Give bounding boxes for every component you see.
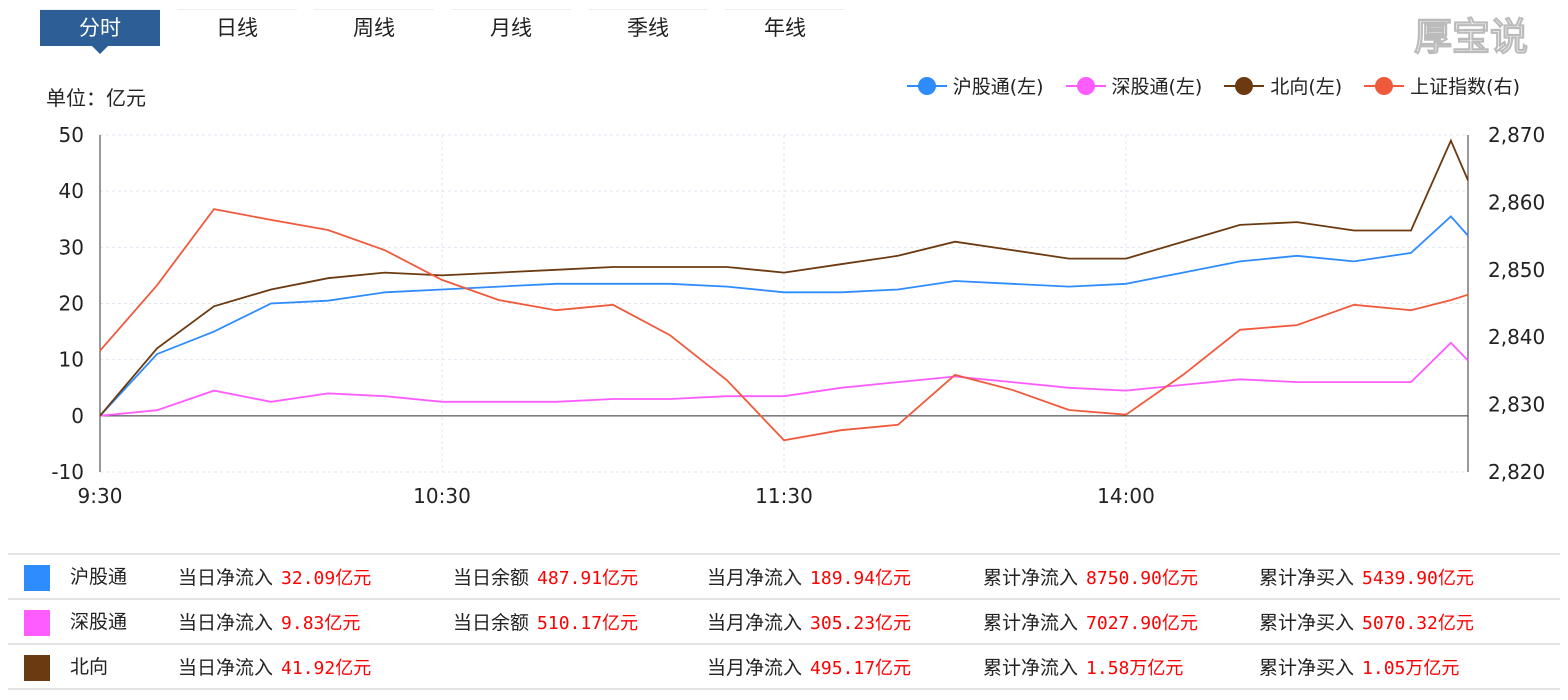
metric-value: 510.17亿元 (537, 613, 639, 634)
metric-value: 305.23亿元 (810, 613, 912, 634)
metric-value: 487.91亿元 (537, 568, 639, 589)
y-right-tick: 2,860 (1488, 190, 1545, 214)
metric-label: 当月净流入 (707, 657, 803, 679)
metric-value: 8750.90亿元 (1086, 568, 1198, 589)
tab-intraday[interactable]: 分时 (40, 9, 160, 54)
metric-label: 当日余额 (453, 612, 530, 634)
x-tick: 14:00 (1097, 484, 1155, 508)
tab-monthly[interactable]: 月线 (451, 9, 571, 46)
legend-marker-icon (1224, 76, 1265, 96)
color-swatch (24, 564, 50, 591)
metric-value: 7027.90亿元 (1086, 613, 1198, 634)
x-tick: 10:30 (413, 484, 471, 508)
legend-marker-icon (906, 76, 947, 96)
metric-label: 累计净买入 (1259, 657, 1355, 679)
table-row: 北向 当日净流入 41.92亿元 当月净流入 495.17亿元 累计净流入 1.58万亿元 累… (8, 643, 1560, 690)
series-line-深股通 (99, 341, 1469, 417)
y-left-tick: 0 (71, 404, 84, 428)
line-chart: -10 0 10 20 30 40 50 2,820 2,830 2,840 2,850 2,860 2… (51, 123, 1545, 508)
color-swatch (24, 654, 50, 681)
legend-label: 深股通(左) (1111, 76, 1203, 98)
metric-label: 当月净流入 (707, 567, 803, 589)
metric-label: 当日净流入 (178, 657, 274, 679)
series-line-北向 (99, 138, 1469, 417)
legend-item[interactable]: 北向(左) (1224, 72, 1342, 99)
watermark: 厚宝说 (1413, 15, 1528, 60)
metric-value: 495.17亿元 (810, 658, 912, 679)
y-left-tick: -10 (51, 460, 84, 484)
y-left-tick: 40 (59, 179, 84, 203)
chart-legend: 沪股通(左) 深股通(左) 北向(左) 上证指数(右) (906, 72, 1520, 99)
row-name: 北向 (70, 656, 109, 679)
legend-label: 北向(左) (1270, 76, 1343, 98)
y-left-tick: 20 (59, 292, 84, 316)
legend-marker-icon (1364, 76, 1405, 96)
unit-label: 单位：亿元 (46, 86, 146, 110)
y-right-tick: 2,820 (1488, 460, 1545, 484)
metric-label: 累计净流入 (983, 567, 1079, 589)
y-left-tick: 30 (59, 235, 84, 259)
color-swatch (24, 609, 50, 636)
y-right-tick: 2,830 (1488, 393, 1545, 417)
metric-value: 41.92亿元 (281, 658, 372, 679)
x-tick: 11:30 (755, 484, 813, 508)
metric-value: 32.09亿元 (281, 568, 372, 589)
metric-label: 当日净流入 (178, 567, 274, 589)
flow-summary-table: 沪股通 当日净流入 32.09亿元 当日余额 487.91亿元 当月净流入 189.94亿元… (8, 553, 1560, 690)
metric-label: 当日余额 (453, 567, 530, 589)
legend-item[interactable]: 深股通(左) (1065, 72, 1203, 99)
x-tick: 9:30 (78, 484, 123, 508)
y-left-tick: 50 (59, 123, 84, 147)
metric-label: 当月净流入 (707, 612, 803, 634)
metric-label: 累计净买入 (1259, 567, 1355, 589)
metric-label: 累计净买入 (1259, 612, 1355, 634)
metric-label: 累计净流入 (983, 612, 1079, 634)
tab-daily[interactable]: 日线 (177, 9, 297, 46)
period-tabs: 分时 日线 周线 月线 季线 年线 (40, 9, 862, 54)
table-row: 沪股通 当日净流入 32.09亿元 当日余额 487.91亿元 当月净流入 189.94亿元… (8, 553, 1560, 600)
y-right-tick: 2,870 (1488, 123, 1545, 147)
row-name: 深股通 (70, 611, 128, 634)
tab-weekly[interactable]: 周线 (314, 9, 434, 46)
table-row: 深股通 当日净流入 9.83亿元 当日余额 510.17亿元 当月净流入 305.23亿元 累… (8, 598, 1560, 645)
legend-label: 上证指数(右) (1410, 76, 1520, 98)
legend-item[interactable]: 上证指数(右) (1364, 72, 1520, 99)
metric-value: 189.94亿元 (810, 568, 912, 589)
tab-yearly[interactable]: 年线 (725, 9, 845, 46)
series-line-上证指数 (99, 208, 1469, 442)
row-name: 沪股通 (70, 566, 128, 589)
metric-value: 5070.32亿元 (1362, 613, 1474, 634)
metric-value: 5439.90亿元 (1362, 568, 1474, 589)
tab-quarterly[interactable]: 季线 (588, 9, 708, 46)
metric-value: 1.05万亿元 (1362, 658, 1460, 679)
metric-label: 当日净流入 (178, 612, 274, 634)
legend-label: 沪股通(左) (952, 76, 1044, 98)
metric-value: 9.83亿元 (281, 613, 361, 634)
legend-item[interactable]: 沪股通(左) (906, 72, 1044, 99)
metric-value: 1.58万亿元 (1086, 658, 1184, 679)
y-right-tick: 2,850 (1488, 258, 1545, 282)
series-line-沪股通 (99, 215, 1469, 417)
legend-marker-icon (1065, 76, 1106, 96)
metric-label: 累计净流入 (983, 657, 1079, 679)
y-left-tick: 10 (59, 348, 84, 372)
y-right-tick: 2,840 (1488, 325, 1545, 349)
